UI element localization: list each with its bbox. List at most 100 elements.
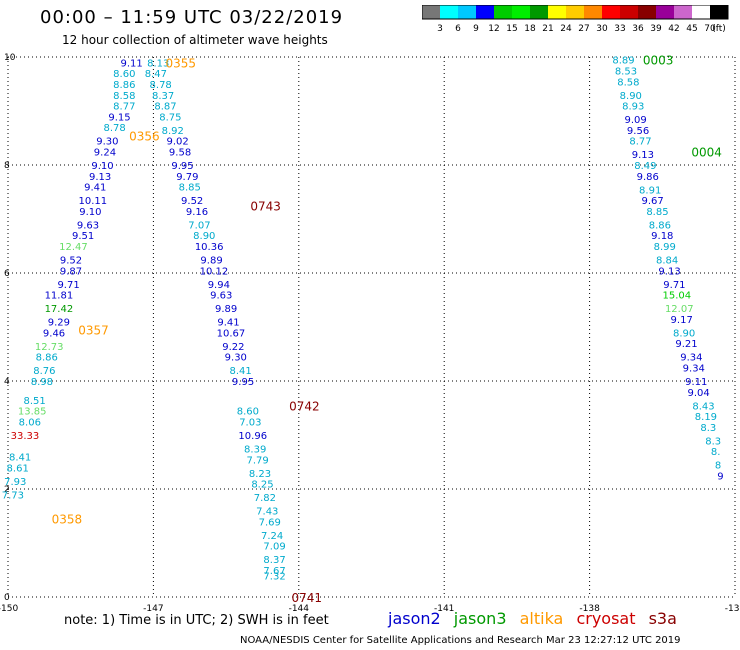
data-point-label: 11.81 [45,291,74,302]
data-point-label: 9.56 [627,126,649,137]
data-point-label: 8.43 [692,401,714,412]
data-point-label: 8.60 [237,407,259,418]
data-point-label: 8.39 [244,445,266,456]
color-scale-swatch [602,5,620,19]
data-point-label: 9.30 [225,353,247,364]
data-point-label: 13.85 [18,407,47,418]
data-point-label: 9.89 [215,304,237,315]
color-scale-swatch [692,5,710,19]
color-scale-label: 24 [560,24,572,34]
data-point-label: 8.37 [152,91,174,102]
data-point-label: 9.34 [683,364,705,375]
data-point-label: 8.93 [622,102,644,113]
data-point-label: 8.19 [695,412,717,423]
data-point-label: 9.04 [688,388,710,399]
data-point-label: 8.86 [113,80,135,91]
data-point-label: 8.3 [700,423,716,434]
color-scale-swatch [656,5,674,19]
data-point-label: 9.94 [208,280,230,291]
x-tick-label: -144 [289,604,310,614]
data-point-label: 9.10 [79,207,101,218]
color-scale-swatch [476,5,494,19]
data-point-label: 8.85 [179,183,201,194]
data-point-label: 8.13 [147,58,169,69]
data-point-label: 8.41 [9,453,31,464]
data-point-label: 8.3 [705,436,721,447]
page-title: 00:00 – 11:59 UTC 03/22/2019 [40,7,344,28]
data-point-label: 8.77 [629,137,651,148]
data-point-label: 7.79 [246,455,268,466]
y-tick-label: 2 [4,485,10,495]
data-point-label: 9.58 [169,148,191,159]
color-scale-label: 18 [524,24,536,34]
color-scale-swatch [512,5,530,19]
data-point-label: 9.13 [89,172,111,183]
data-point-label: 9.15 [108,112,130,123]
data-point-label: 10.12 [200,266,229,277]
data-point-label: 12.73 [35,342,64,353]
legend-jason2: jason2 [388,609,441,628]
color-scale-label: 6 [455,24,461,34]
data-point-label: 10.67 [217,328,246,339]
data-point-label: 12.07 [665,304,694,315]
data-point-label: 8.53 [615,67,637,78]
data-point-label: 9.18 [651,231,673,242]
data-point-label: 9.22 [222,342,244,353]
color-scale-label: 21 [542,24,553,34]
y-tick-label: 4 [4,377,10,387]
data-point-label: 7.93 [4,477,26,488]
data-point-label: 9.63 [210,291,232,302]
color-scale-swatch [458,5,476,19]
time-label: 0358 [52,513,83,527]
data-point-label: 7.43 [256,507,278,518]
data-point-label: 9.10 [91,161,113,172]
data-point-label: 9.95 [232,377,254,388]
data-point-label: 8.90 [620,91,642,102]
data-point-label: 33.33 [11,431,40,442]
color-scale-swatch [548,5,566,19]
data-point-label: 8.78 [150,80,172,91]
mission-legend: jason2 jason3 altika cryosat s3a [388,609,685,628]
data-point-label: 7.09 [263,542,285,553]
color-scale-label: 27 [578,24,589,34]
data-point-label: 8.90 [193,231,215,242]
data-point-label: 10.11 [78,196,107,207]
color-scale-swatch [674,5,692,19]
data-point-label: 9.02 [167,137,189,148]
data-point-label: 9.95 [171,161,193,172]
time-label: 0741 [292,591,323,605]
time-label: 0003 [643,54,674,68]
data-point-label: 8.78 [103,123,125,134]
data-point-label: 8.47 [145,69,167,80]
data-point-label: 8.49 [634,161,656,172]
data-point-label: 7.69 [259,517,281,528]
data-point-label: 9.29 [48,318,70,329]
color-scale-swatch [422,5,440,19]
y-tick-label: 0 [4,593,10,603]
time-label: 0743 [250,200,281,214]
color-scale-label: 70 [704,24,716,34]
data-point-label: 8.90 [673,328,695,339]
data-point-label: 8.86 [36,353,58,364]
page-subtitle: 12 hour collection of altimeter wave hei… [62,33,328,47]
data-point-label: 8.86 [649,220,671,231]
x-tick-label: -141 [434,604,454,614]
data-point-label: 7.67 [263,566,285,577]
data-point-label: 8.37 [263,555,285,566]
legend-s3a: s3a [648,609,677,628]
data-point-label: 8.87 [154,102,176,113]
data-point-label: 9.71 [57,280,79,291]
note-text: note: 1) Time is in UTC; 2) SWH is in fe… [64,613,329,628]
color-scale: 3 6 9 12 15 18 21 24 27 30 33 36 39 42 45 70(ft) [422,5,729,34]
data-point-label: 7.07 [188,220,210,231]
color-scale-label: 3 [437,24,443,34]
time-label: 0355 [166,56,197,70]
data-point-label: 9.41 [84,183,106,194]
data-point-label: 9.24 [94,148,116,159]
data-point-label: 8.58 [617,77,639,88]
color-scale-label: 36 [632,24,644,34]
data-point-label: 8.51 [24,396,46,407]
color-scale-swatch [530,5,548,19]
data-point-label: 8.25 [251,480,273,491]
